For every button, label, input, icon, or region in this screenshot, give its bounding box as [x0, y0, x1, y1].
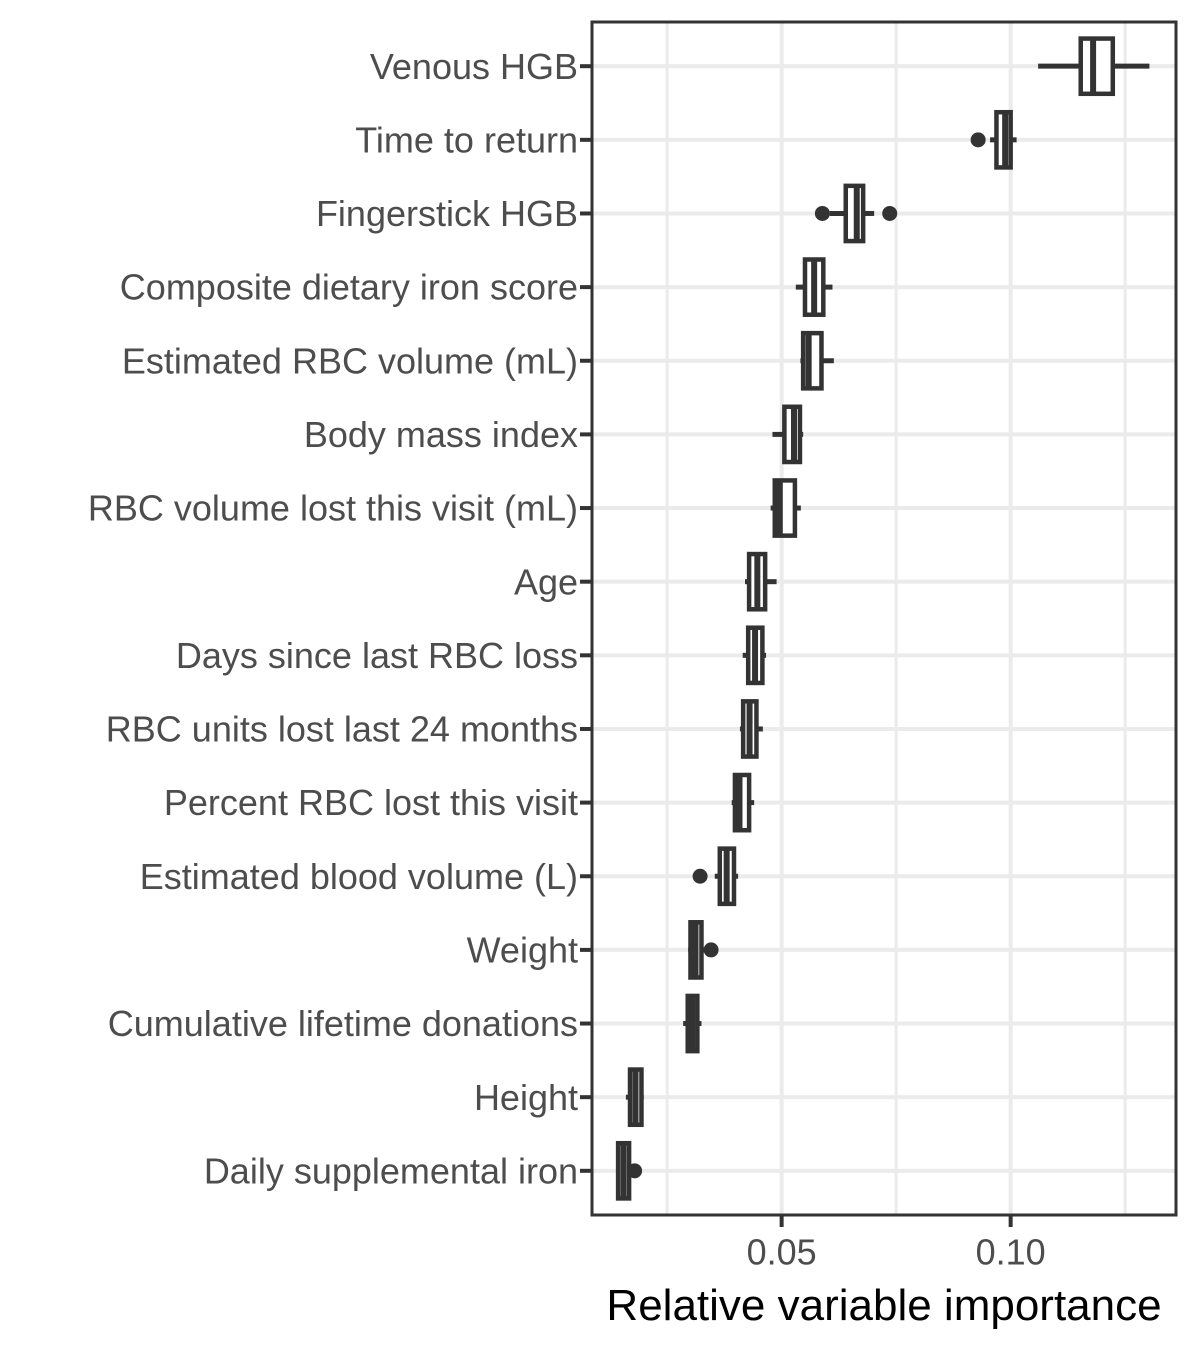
category-label: RBC volume lost this visit (mL) [88, 488, 578, 529]
outlier-point [970, 132, 986, 148]
category-label: Weight [467, 929, 578, 970]
outlier-point [882, 205, 898, 221]
category-label: RBC units lost last 24 months [106, 709, 578, 750]
category-label: Cumulative lifetime donations [108, 1003, 578, 1044]
category-label: Body mass index [304, 414, 578, 455]
category-label: Days since last RBC loss [176, 635, 578, 676]
panel-border [590, 20, 1178, 1217]
outlier-point [627, 1163, 643, 1179]
category-label: Time to return [355, 119, 578, 160]
category-label: Percent RBC lost this visit [164, 782, 578, 823]
x-tick-label: 0.05 [747, 1232, 817, 1273]
category-label: Composite dietary iron score [120, 267, 578, 308]
outlier-point [703, 942, 719, 958]
category-label: Estimated blood volume (L) [140, 856, 578, 897]
x-axis-title: Relative variable importance [606, 1281, 1161, 1330]
box [1078, 36, 1116, 97]
category-label: Venous HGB [370, 46, 578, 87]
panel-background [592, 22, 1176, 1215]
category-label: Daily supplemental iron [204, 1150, 578, 1191]
x-tick-label: 0.10 [976, 1232, 1046, 1273]
category-label: Fingerstick HGB [316, 193, 578, 234]
category-label: Estimated RBC volume (mL) [122, 340, 578, 381]
outlier-point [814, 205, 830, 221]
category-label: Height [474, 1077, 578, 1118]
outlier-point [692, 868, 708, 884]
category-label: Age [514, 561, 578, 602]
